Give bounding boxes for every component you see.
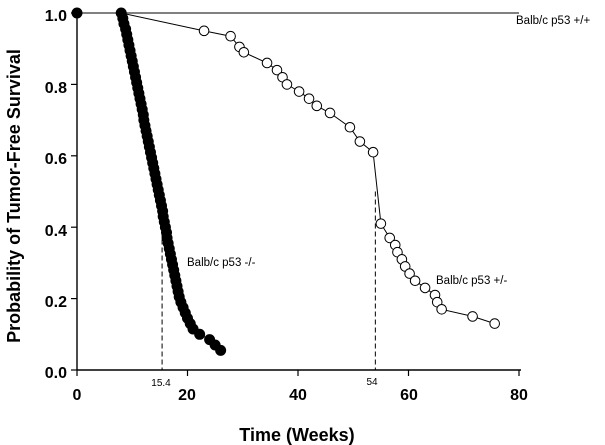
y-tick-label: 0.6	[45, 151, 67, 168]
het-data-point	[409, 275, 421, 287]
het-data-point	[238, 46, 250, 58]
y-axis-title: Probability of Tumor-Free Survival	[4, 49, 24, 343]
plot-area	[71, 7, 521, 376]
x-tick-label: 40	[289, 387, 307, 404]
series-label-wildtype: Balb/c p53 +/+	[516, 15, 590, 27]
het-data-point	[281, 79, 293, 90]
het-data-point	[198, 25, 210, 37]
het-data-point	[467, 311, 478, 322]
median-label-het: 54	[366, 377, 378, 388]
x-ticks: 0 20 40 60 80	[73, 387, 528, 404]
het-data-point	[344, 121, 356, 133]
median-label-null: 15.4	[151, 378, 171, 389]
het-data-point	[384, 232, 396, 244]
het-data-point	[271, 64, 283, 76]
x-tick-label: 0	[73, 387, 82, 404]
het-data-point	[375, 218, 387, 229]
het-data-point	[261, 57, 273, 69]
series-line-1	[77, 12, 222, 351]
het-data-point	[436, 304, 447, 315]
het-data-point	[303, 93, 315, 104]
y-tick-label: 1.0	[45, 8, 67, 25]
het-data-point	[311, 100, 323, 112]
het-data-point	[489, 318, 500, 329]
het-data-point	[293, 86, 305, 97]
het-data-point	[419, 282, 431, 294]
x-tick-label: 20	[178, 387, 196, 404]
null-data-point	[215, 344, 227, 356]
y-tick-label: 0.4	[45, 223, 67, 240]
y-tick-label: 0.2	[45, 294, 67, 311]
y-tick-label: 0.8	[45, 80, 67, 97]
series-line-2	[77, 12, 495, 325]
x-axis-title: Time (Weeks)	[239, 425, 354, 445]
het-data-point	[324, 107, 336, 119]
series-label-het: Balb/c p53 +/-	[436, 275, 507, 287]
y-tick-label: 0.0	[45, 365, 67, 382]
het-data-point	[367, 146, 379, 158]
y-ticks: 0.0 0.2 0.4 0.6 0.8 1.0	[45, 8, 67, 382]
het-data-point	[354, 136, 366, 147]
x-tick-label: 60	[400, 387, 418, 404]
series-label-null: Balb/c p53 -/-	[187, 257, 256, 269]
x-tick-label: 80	[510, 387, 528, 404]
het-data-point	[404, 268, 415, 279]
het-data-point	[225, 30, 236, 42]
null-data-point	[194, 328, 206, 340]
